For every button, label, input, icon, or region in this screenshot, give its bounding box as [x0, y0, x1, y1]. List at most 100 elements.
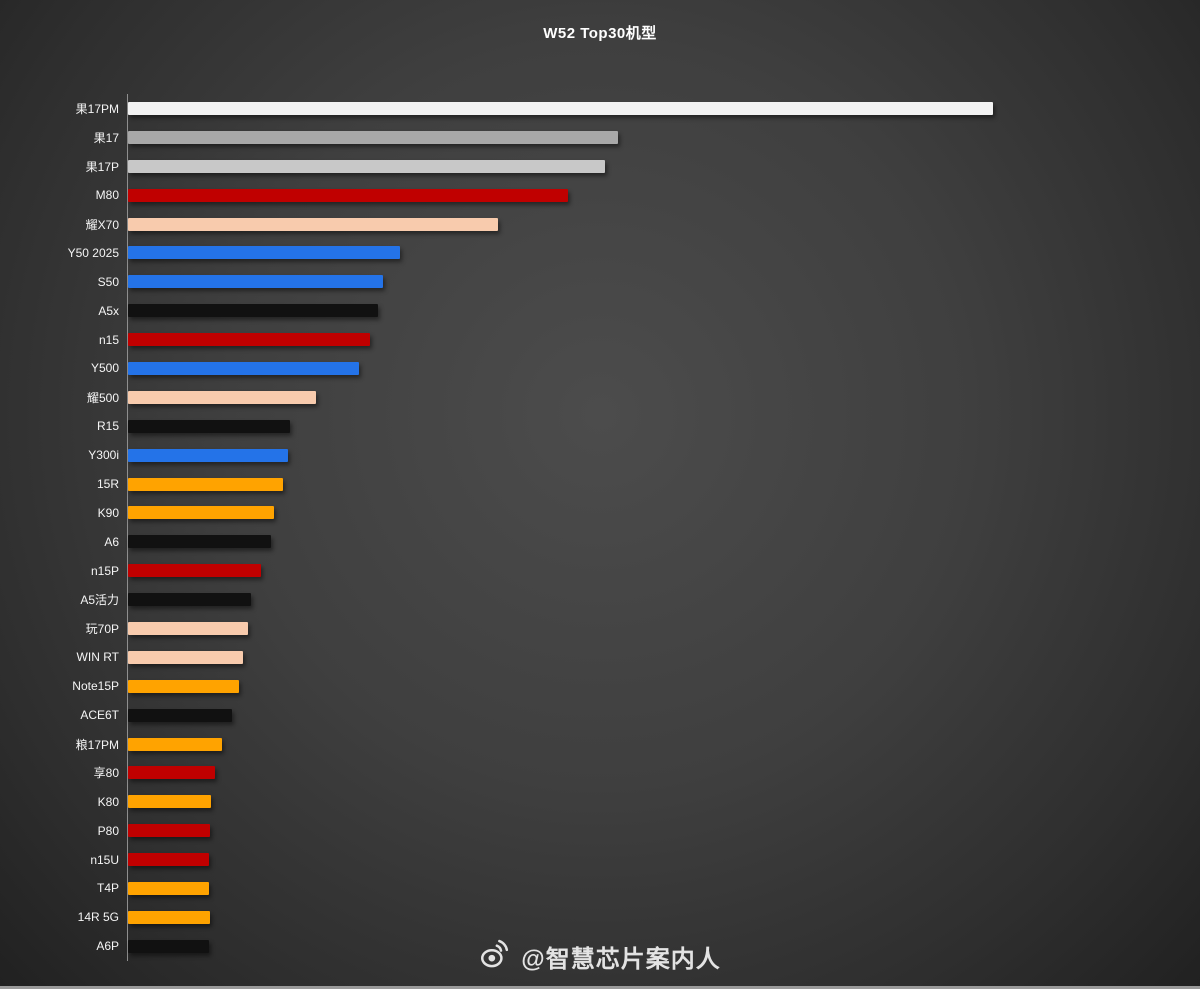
category-label: n15 [98, 332, 119, 347]
bar [128, 824, 211, 838]
bar [128, 333, 371, 347]
bar-track [127, 440, 1200, 470]
bar [128, 535, 271, 549]
bar-track [127, 267, 1200, 297]
category-label: 耀X70 [85, 217, 119, 232]
bar [128, 188, 569, 202]
chart-row: 15R [0, 469, 1200, 499]
bar-track [127, 902, 1200, 932]
chart-row: K90 [0, 498, 1200, 528]
bar [128, 304, 378, 318]
category-label: ACE6T [80, 708, 119, 723]
bar-track [127, 816, 1200, 846]
bar-track [127, 209, 1200, 239]
bar [128, 737, 223, 751]
category-label: 粮17PM [75, 737, 119, 752]
bar-track [127, 122, 1200, 152]
chart-row: K80 [0, 787, 1200, 817]
bar [128, 621, 249, 635]
category-label: 享80 [93, 766, 119, 781]
category-label: 14R 5G [77, 910, 119, 925]
chart-row: 粮17PM [0, 729, 1200, 759]
category-label: Y500 [90, 361, 119, 376]
bar-track [127, 325, 1200, 355]
bar-track [127, 238, 1200, 268]
bar [128, 679, 239, 693]
chart-row: 14R 5G [0, 902, 1200, 932]
weibo-icon [479, 939, 513, 974]
bar-track [127, 498, 1200, 528]
chart-row: n15U [0, 845, 1200, 875]
chart-row: R15 [0, 411, 1200, 441]
chart-row: T4P [0, 874, 1200, 903]
bar-track [127, 556, 1200, 586]
bar [128, 506, 275, 520]
category-label: n15U [90, 852, 119, 867]
chart-title: W52 Top30机型 [543, 25, 657, 42]
bar-track [127, 845, 1200, 875]
chart-row: A5x [0, 296, 1200, 326]
bar-track [127, 729, 1200, 759]
chart-row: 耀500 [0, 382, 1200, 412]
category-label: A5x [98, 303, 119, 318]
bar [128, 477, 283, 491]
category-label: Y50 2025 [67, 245, 119, 260]
category-label: Note15P [72, 679, 119, 694]
bar-track [127, 642, 1200, 672]
category-label: T4P [96, 881, 119, 896]
category-label: 耀500 [86, 390, 119, 405]
chart-row: WIN RT [0, 642, 1200, 672]
bar-track [127, 94, 1200, 123]
bar-track [127, 296, 1200, 326]
bar [128, 419, 290, 433]
bar [128, 766, 216, 780]
bar [128, 390, 316, 404]
category-label: 果17P [85, 159, 119, 174]
chart-row: M80 [0, 180, 1200, 210]
category-label: S50 [97, 274, 119, 289]
category-label: P80 [97, 823, 119, 838]
category-label: K90 [97, 505, 119, 520]
watermark: @智慧芯片案内人 [0, 939, 1200, 974]
chart-row: n15 [0, 325, 1200, 355]
category-label: 玩70P [85, 621, 119, 636]
bar [128, 564, 262, 578]
bar-track [127, 382, 1200, 412]
category-label: A6P [96, 939, 119, 954]
bar [128, 130, 618, 144]
category-label: 果17 [93, 130, 119, 145]
chart-row: Y300i [0, 440, 1200, 470]
bar [128, 910, 211, 924]
chart-rows: 果17PM 果17 果17P M80 耀X70 Y50 2025 S50 A5x n15 Y500… [0, 94, 1200, 961]
category-label: 果17PM [75, 101, 119, 116]
category-label: A5活力 [80, 593, 119, 608]
bar-track [127, 469, 1200, 499]
bar [128, 939, 210, 953]
bar-track [127, 151, 1200, 181]
chart-row: P80 [0, 816, 1200, 846]
bar-track [127, 180, 1200, 210]
chart-row: 耀X70 [0, 209, 1200, 239]
chart-row: 果17 [0, 122, 1200, 152]
bar-track [127, 758, 1200, 788]
chart-row: 果17P [0, 151, 1200, 181]
bar [128, 650, 244, 664]
bar [128, 217, 499, 231]
chart-row: ACE6T [0, 700, 1200, 730]
category-label: n15P [90, 563, 119, 578]
bar [128, 881, 210, 895]
bar [128, 448, 289, 462]
bar-track [127, 614, 1200, 643]
bar [128, 159, 605, 173]
bar [128, 708, 232, 722]
category-label: R15 [96, 419, 119, 434]
chart-row: A5活力 [0, 585, 1200, 615]
chart-row: 享80 [0, 758, 1200, 788]
bar-track [127, 671, 1200, 701]
bar [128, 246, 400, 260]
bar [128, 795, 212, 809]
category-label: WIN RT [76, 650, 119, 665]
chart-row: n15P [0, 556, 1200, 586]
category-label: K80 [97, 794, 119, 809]
